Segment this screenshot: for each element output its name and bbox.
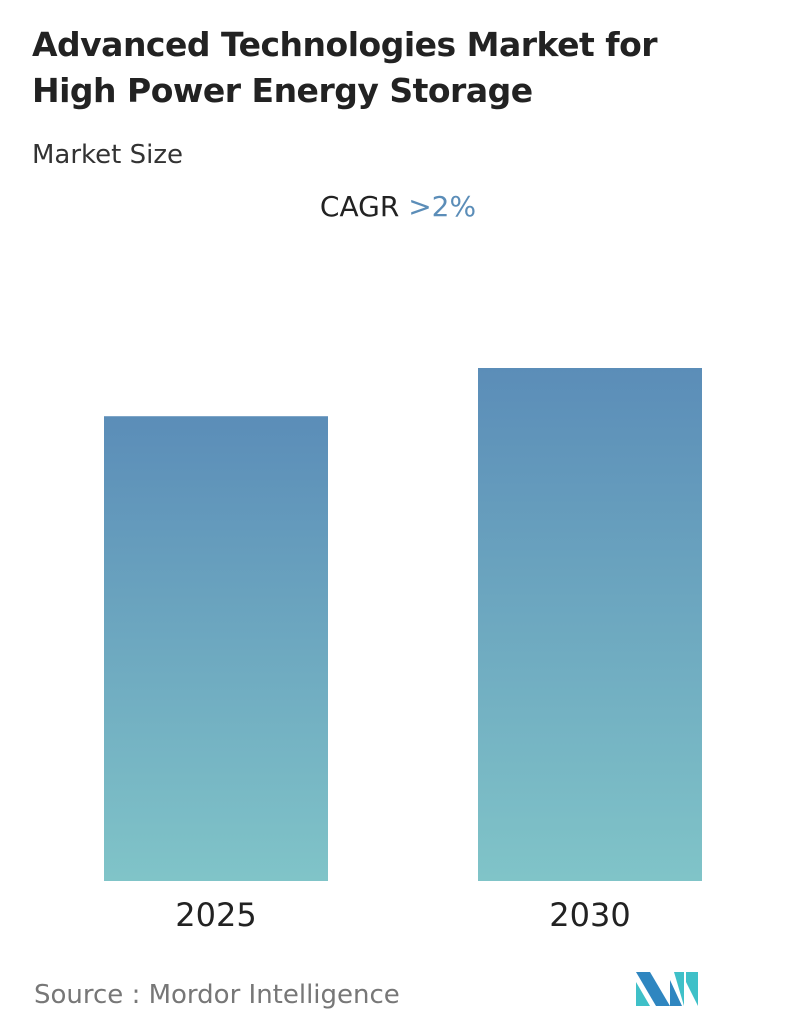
title-line-2: High Power Energy Storage	[32, 71, 533, 110]
cagr: CAGR >2%	[0, 190, 796, 223]
x-tick-label: 2025	[175, 896, 256, 934]
source-text: Source : Mordor Intelligence	[34, 980, 400, 1010]
cagr-label: CAGR	[319, 190, 400, 223]
bar-2025	[104, 416, 328, 881]
x-tick-label: 2030	[549, 896, 630, 934]
mordor-logo-icon	[636, 972, 698, 1006]
bar-2030	[478, 368, 702, 881]
bar-chart: 2025 2030	[104, 368, 702, 934]
subtitle: Market Size	[32, 140, 184, 170]
title-line-1: Advanced Technologies Market for	[32, 25, 658, 64]
cagr-value: >2%	[408, 190, 477, 223]
chart-title: Advanced Technologies Market for High Pow…	[32, 22, 658, 114]
